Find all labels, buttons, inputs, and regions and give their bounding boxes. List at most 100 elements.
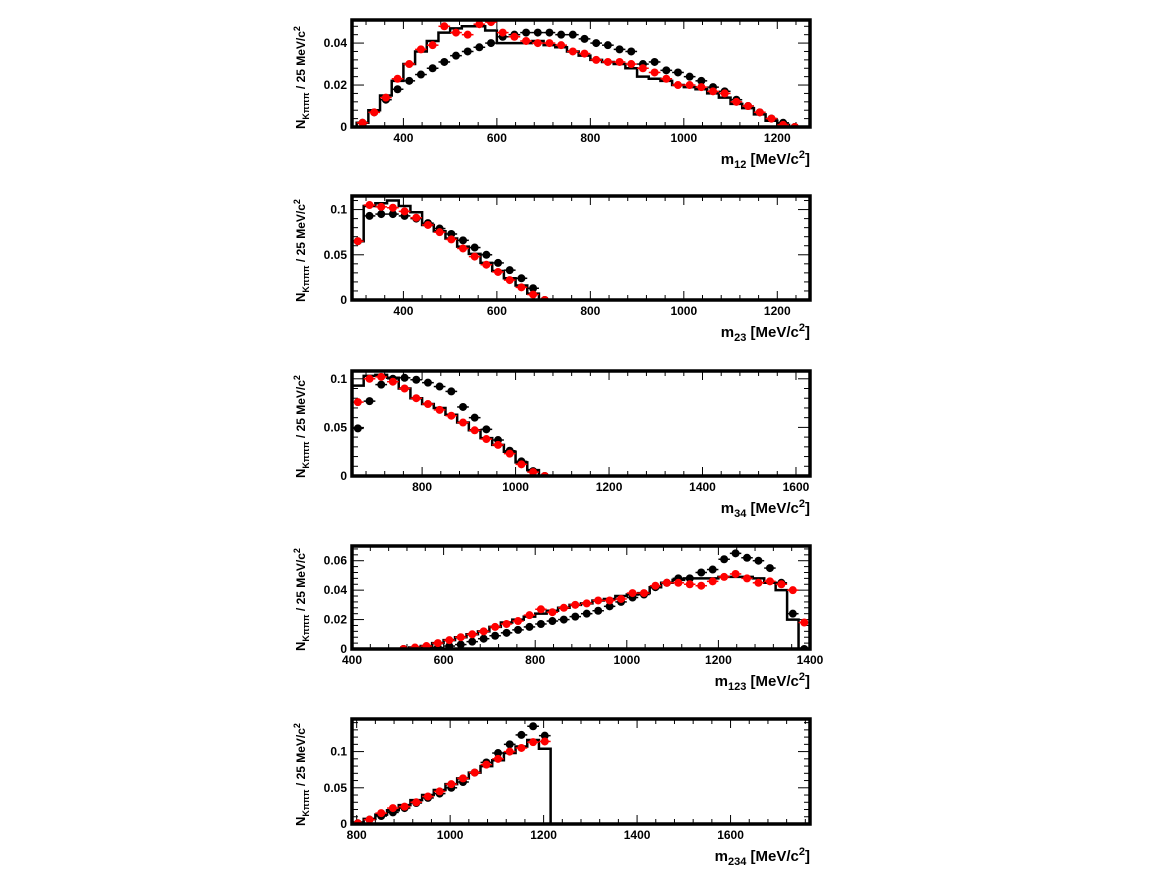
data-point-red bbox=[743, 574, 752, 583]
data-point-black bbox=[559, 615, 568, 624]
x-tick-label: 1400 bbox=[797, 653, 824, 667]
x-axis-label: m34 [MeV/c2] bbox=[721, 498, 810, 520]
data-point-black bbox=[502, 628, 511, 637]
data-point-black bbox=[491, 631, 500, 640]
y-axis-label-superscript: 2 bbox=[292, 375, 302, 380]
data-point-red bbox=[662, 74, 671, 83]
data-point-black bbox=[536, 619, 545, 628]
data-point-black bbox=[440, 57, 449, 66]
data-point-black bbox=[412, 375, 421, 384]
data-point-red bbox=[505, 276, 514, 285]
x-axis-label-superscript: 2 bbox=[799, 322, 805, 334]
plot-frame bbox=[350, 194, 812, 302]
data-point-red bbox=[494, 754, 503, 763]
data-point-red bbox=[458, 244, 467, 253]
x-tick-label: 1600 bbox=[783, 480, 810, 494]
data-point-red bbox=[491, 622, 500, 631]
y-tick-label: 0.1 bbox=[330, 372, 347, 386]
plot-area bbox=[397, 549, 810, 649]
data-point-red bbox=[482, 435, 491, 444]
data-point-red bbox=[353, 237, 362, 246]
data-point-red bbox=[557, 41, 566, 50]
x-tick-label: 400 bbox=[342, 653, 362, 667]
data-point-red bbox=[400, 207, 409, 216]
data-point-red bbox=[525, 611, 534, 620]
data-point-black bbox=[428, 64, 437, 73]
y-tick-label: 0.1 bbox=[330, 745, 347, 759]
data-point-red bbox=[447, 411, 456, 420]
x-tick-label: 400 bbox=[393, 304, 413, 318]
y-axis-label-unit: / 25 MeV/c bbox=[294, 204, 308, 266]
y-tick-label: 0 bbox=[340, 817, 347, 831]
plot-area bbox=[352, 722, 552, 824]
x-axis-label-unit: [MeV/c bbox=[746, 151, 799, 168]
data-point-red bbox=[377, 809, 386, 818]
data-point-red bbox=[580, 49, 589, 58]
data-point-red bbox=[548, 608, 557, 617]
data-point-red bbox=[435, 787, 444, 796]
data-point-red bbox=[627, 60, 636, 69]
data-point-red bbox=[458, 774, 467, 783]
data-point-black bbox=[615, 45, 624, 54]
data-point-black bbox=[627, 47, 636, 56]
x-tick-label: 1200 bbox=[705, 653, 732, 667]
chart-panel-4: 400 600 800 1000 1200 1400 0 0.02 0.04 0.06 m123 [… bbox=[292, 544, 824, 693]
x-tick-label: 1200 bbox=[530, 828, 557, 842]
data-point-black bbox=[482, 250, 491, 259]
x-axis-label-main: m bbox=[715, 848, 728, 865]
data-point-red bbox=[674, 578, 683, 587]
plot-area bbox=[352, 199, 551, 300]
data-point-black bbox=[377, 380, 386, 389]
x-axis-label-superscript: 2 bbox=[799, 846, 805, 858]
data-point-red bbox=[412, 213, 421, 222]
data-point-red bbox=[435, 228, 444, 237]
data-point-red bbox=[514, 617, 523, 626]
y-axis-label-unit: / 25 MeV/c bbox=[294, 553, 308, 615]
data-point-black bbox=[400, 373, 409, 382]
data-point-red bbox=[709, 87, 718, 96]
data-point-black bbox=[517, 730, 526, 739]
data-point-red bbox=[651, 581, 660, 590]
y-tick-label: 0.02 bbox=[324, 613, 348, 627]
data-point-red bbox=[777, 580, 786, 589]
data-point-red bbox=[388, 804, 397, 813]
x-tick-label: 600 bbox=[434, 653, 454, 667]
plot-frame bbox=[350, 18, 812, 129]
y-axis-label: NKπππ / 25 MeV/c2 bbox=[292, 723, 311, 826]
data-point-black bbox=[447, 387, 456, 396]
data-point-red bbox=[505, 449, 514, 458]
data-point-black bbox=[416, 70, 425, 79]
data-point-red bbox=[377, 372, 386, 381]
data-point-black bbox=[650, 57, 659, 66]
data-point-black bbox=[548, 617, 557, 626]
x-tick-label: 1400 bbox=[689, 480, 716, 494]
data-point-red bbox=[545, 39, 554, 48]
data-point-black bbox=[463, 47, 472, 56]
data-point-black bbox=[494, 749, 503, 758]
x-axis-label-main: m bbox=[721, 324, 734, 341]
y-axis-label-subscript: Kπππ bbox=[301, 265, 311, 292]
data-point-red bbox=[533, 39, 542, 48]
y-axis-label-main: N bbox=[293, 120, 308, 129]
data-point-red bbox=[423, 792, 432, 801]
data-point-red bbox=[370, 108, 379, 117]
data-point-red bbox=[470, 252, 479, 261]
y-tick-label: 0 bbox=[340, 469, 347, 483]
data-point-black bbox=[529, 284, 538, 293]
data-point-red bbox=[594, 596, 603, 605]
data-point-black bbox=[494, 258, 503, 267]
data-point-black bbox=[470, 243, 479, 252]
data-point-red bbox=[603, 57, 612, 66]
data-point-black bbox=[458, 236, 467, 245]
data-point-red bbox=[517, 743, 526, 752]
data-point-red bbox=[650, 68, 659, 77]
data-point-black bbox=[605, 602, 614, 611]
x-axis-label-close: ] bbox=[805, 500, 810, 517]
data-point-red bbox=[445, 636, 454, 645]
data-point-black bbox=[470, 413, 479, 422]
x-tick-label: 1000 bbox=[437, 828, 464, 842]
data-point-red bbox=[536, 605, 545, 614]
